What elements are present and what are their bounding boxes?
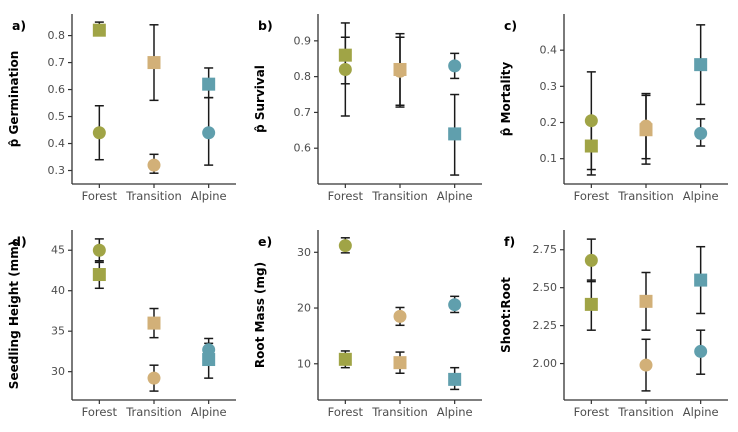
y-tick-label: 45 bbox=[51, 244, 65, 257]
x-tick-label: Alpine bbox=[437, 189, 473, 203]
y-tick-label: 0.4 bbox=[48, 137, 66, 150]
data-point-circle bbox=[338, 62, 352, 76]
y-tick-label: 35 bbox=[51, 325, 65, 338]
panel-e-root-mass: 10 20 30 Forest Transition Alpine Root Mass (m… bbox=[253, 230, 482, 419]
panel-d-seedling-height: 30 35 40 45 Forest Transition Alpine Seedling H… bbox=[7, 230, 236, 419]
data-point-square bbox=[147, 56, 161, 70]
x-tick-label: Forest bbox=[328, 189, 364, 203]
x-tick-label: Forest bbox=[82, 405, 118, 419]
y-tick-label: 2.00 bbox=[533, 357, 558, 370]
data-point-circle bbox=[393, 309, 407, 323]
x-tick-label: Forest bbox=[574, 405, 610, 419]
data-point-circle bbox=[584, 114, 598, 128]
x-tick-label: Transition bbox=[371, 405, 428, 419]
data-point-square bbox=[147, 316, 161, 330]
data-point-circle bbox=[147, 371, 161, 385]
data-point-square bbox=[393, 62, 407, 76]
x-tick-label: Alpine bbox=[683, 189, 719, 203]
data-point-circle bbox=[202, 126, 216, 140]
y-tick-label: 0.7 bbox=[48, 56, 66, 69]
data-point-circle bbox=[448, 298, 462, 312]
data-point-square bbox=[448, 372, 462, 386]
x-tick-label: Transition bbox=[125, 189, 182, 203]
data-point-square bbox=[448, 127, 462, 141]
y-axis-title: Seedling Height (mm) bbox=[7, 241, 21, 389]
panel-label: e) bbox=[258, 234, 272, 249]
data-point-circle bbox=[338, 239, 352, 253]
data-point-square bbox=[338, 352, 352, 366]
data-point-circle bbox=[639, 358, 653, 372]
y-tick-label: 2.50 bbox=[533, 281, 558, 294]
panel-label: d) bbox=[12, 234, 27, 249]
y-axis-title: Shoot:Root bbox=[499, 277, 513, 353]
data-point-square bbox=[584, 139, 598, 153]
x-tick-label: Forest bbox=[574, 189, 610, 203]
data-point-square bbox=[639, 294, 653, 308]
x-tick-label: Transition bbox=[371, 189, 428, 203]
y-axis-title: Root Mass (mg) bbox=[253, 262, 267, 368]
x-tick-label: Alpine bbox=[191, 189, 227, 203]
data-point-square bbox=[393, 356, 407, 370]
panel-label: b) bbox=[258, 18, 273, 33]
y-tick-label: 2.25 bbox=[533, 319, 558, 332]
x-tick-label: Alpine bbox=[683, 405, 719, 419]
data-point-circle bbox=[92, 243, 106, 257]
y-tick-label: 0.7 bbox=[294, 106, 312, 119]
data-point-circle bbox=[147, 158, 161, 172]
data-point-circle bbox=[92, 126, 106, 140]
data-point-square bbox=[694, 273, 708, 287]
data-point-square bbox=[584, 297, 598, 311]
data-point-square bbox=[639, 123, 653, 137]
x-tick-label: Forest bbox=[328, 405, 364, 419]
y-tick-label: 10 bbox=[297, 357, 311, 370]
panel-label: f) bbox=[504, 234, 515, 249]
x-tick-label: Transition bbox=[617, 189, 674, 203]
y-axis-title: p̂ Survival bbox=[253, 65, 267, 133]
data-point-circle bbox=[448, 59, 462, 73]
y-tick-label: 0.3 bbox=[540, 80, 558, 93]
y-tick-label: 30 bbox=[297, 246, 311, 259]
x-tick-label: Alpine bbox=[437, 405, 473, 419]
y-tick-label: 0.5 bbox=[48, 110, 66, 123]
y-tick-label: 0.1 bbox=[540, 152, 558, 165]
panel-a-germination: 0.3 0.4 0.5 0.6 0.7 0.8 Forest Transition Alpine… bbox=[7, 14, 236, 203]
y-tick-label: 0.8 bbox=[48, 29, 66, 42]
y-tick-label: 0.9 bbox=[294, 34, 312, 47]
y-tick-label: 2.75 bbox=[533, 243, 558, 256]
y-tick-label: 0.4 bbox=[540, 44, 558, 57]
data-point-square bbox=[338, 48, 352, 62]
y-axis-title: p̂ Germination bbox=[7, 51, 21, 148]
data-point-square bbox=[202, 77, 216, 91]
data-point-square bbox=[92, 23, 106, 37]
y-tick-label: 30 bbox=[51, 365, 65, 378]
y-tick-label: 0.6 bbox=[48, 83, 66, 96]
y-tick-label: 0.8 bbox=[294, 70, 312, 83]
data-point-square bbox=[92, 268, 106, 282]
data-point-square bbox=[694, 58, 708, 72]
panel-b-survival: 0.6 0.7 0.8 0.9 Forest Transition Alpine p̂ Sur… bbox=[253, 14, 482, 203]
x-tick-label: Transition bbox=[125, 405, 182, 419]
y-tick-label: 0.2 bbox=[540, 116, 558, 129]
y-tick-label: 20 bbox=[297, 302, 311, 315]
panel-c-mortality: 0.1 0.2 0.3 0.4 Forest Transition Alpine p̂ Mor… bbox=[499, 14, 728, 203]
data-point-circle bbox=[694, 344, 708, 358]
data-point-circle bbox=[694, 126, 708, 140]
panel-label: a) bbox=[12, 18, 26, 33]
x-tick-label: Forest bbox=[82, 189, 118, 203]
panel-label: c) bbox=[504, 18, 517, 33]
data-point-circle bbox=[584, 253, 598, 267]
y-tick-label: 0.3 bbox=[48, 164, 66, 177]
data-point-square bbox=[202, 353, 216, 367]
panel-f-shoot-root: 2.00 2.25 2.50 2.75 Forest Transition Alpine Sh… bbox=[499, 230, 728, 419]
x-tick-label: Alpine bbox=[191, 405, 227, 419]
y-tick-label: 0.6 bbox=[294, 142, 312, 155]
x-tick-label: Transition bbox=[617, 405, 674, 419]
y-tick-label: 40 bbox=[51, 284, 65, 297]
y-axis-title: p̂ Mortality bbox=[499, 62, 513, 137]
